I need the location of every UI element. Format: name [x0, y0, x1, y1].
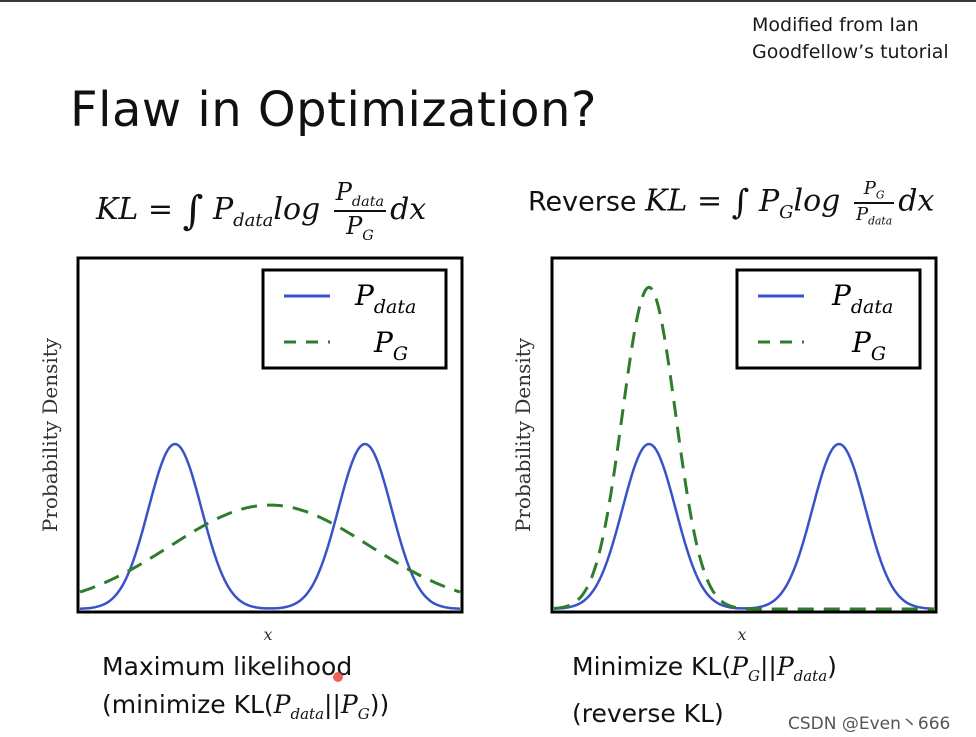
- left-caption-line-1: Maximum likelihood: [102, 652, 353, 681]
- p-symbol: Pdata: [212, 191, 274, 231]
- left-caption: Maximum likelihood (minimize KL(Pdata||P…: [102, 648, 389, 733]
- left-plot: Pdata PG Probability Density x: [38, 256, 464, 644]
- left-xlabel: x: [263, 625, 272, 644]
- fraction: PG Pdata: [853, 178, 895, 228]
- integral-sign: ∫: [731, 182, 750, 223]
- left-ylabel: Probability Density: [38, 337, 62, 532]
- watermark: CSDN @Even丶666: [788, 714, 951, 734]
- reverse-kl-formula: Reverse KL = ∫ PGlog PG Pdata dx: [528, 178, 934, 227]
- right-ylabel: Probability Density: [511, 337, 535, 532]
- credit-note: Modified from Ian Goodfellow’s tutorial: [752, 12, 972, 66]
- fraction: Pdata PG: [333, 178, 387, 244]
- reverse-word: Reverse: [528, 186, 646, 218]
- legend-label-g: PG: [851, 326, 886, 365]
- right-p-data-curve: [553, 442, 935, 610]
- left-p-data-curve: [79, 442, 461, 610]
- credit-line-2: Goodfellow’s tutorial: [752, 41, 949, 63]
- left-caption-line-2: (minimize KL(Pdata||PG)): [102, 690, 390, 723]
- right-plot: Pdata PG Probability Density x: [511, 256, 938, 644]
- left-legend-box: [261, 268, 448, 370]
- kl-formula: KL = ∫ Pdatalog Pdata PG dx: [96, 178, 426, 244]
- top-border: [0, 0, 976, 2]
- pointer-dot: [333, 672, 343, 682]
- integral-sign: ∫: [182, 187, 204, 234]
- dx-symbol: dx: [898, 183, 935, 219]
- right-caption-line-2: (reverse KL): [572, 699, 724, 728]
- legend-label-data: Pdata: [354, 279, 416, 318]
- legend-label-g: PG: [373, 326, 408, 365]
- kl-prefix: KL =: [96, 191, 183, 227]
- credit-line-1: Modified from Ian: [752, 14, 919, 36]
- left-plot-frame: [76, 256, 464, 614]
- legend-label-data: Pdata: [831, 279, 893, 318]
- right-p-g-curve: [553, 285, 934, 611]
- slide-title: Flaw in Optimization?: [70, 82, 597, 138]
- right-xlabel: x: [737, 625, 746, 644]
- kl-prefix: KL =: [645, 183, 732, 219]
- right-caption-line-1: Minimize KL(PG||Pdata): [572, 652, 837, 685]
- log-symbol: log: [793, 183, 841, 219]
- p-symbol: PG: [758, 183, 794, 223]
- log-symbol: log: [273, 191, 321, 227]
- right-plot-frame: [550, 256, 938, 614]
- left-p-g-curve: [79, 503, 461, 594]
- dx-symbol: dx: [390, 191, 427, 227]
- right-legend-box: [735, 268, 922, 370]
- right-caption: Minimize KL(PG||Pdata) (reverse KL): [572, 648, 837, 733]
